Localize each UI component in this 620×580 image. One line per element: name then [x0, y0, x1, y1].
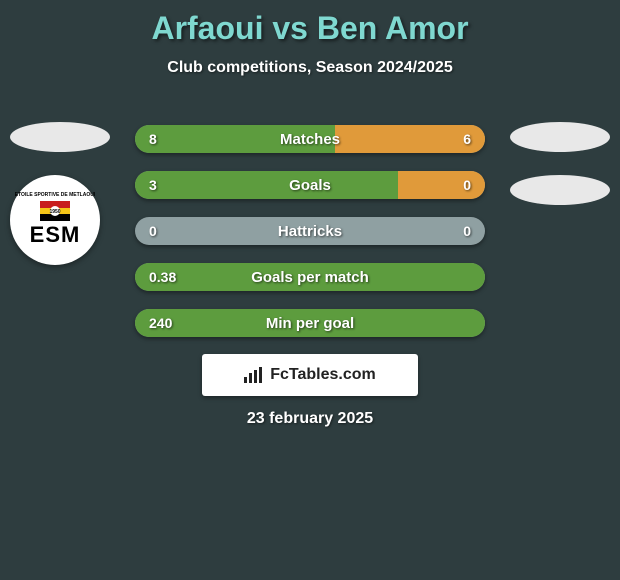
chart-icon — [244, 367, 264, 383]
bar-row: 240Min per goal — [135, 309, 485, 337]
club-left-badge: ETOILE SPORTIVE DE METLAOUI 1950 ESM — [10, 175, 100, 265]
player-left-avatar — [10, 122, 110, 152]
bar-label: Hattricks — [135, 217, 485, 245]
infographic-container: Arfaoui vs Ben Amor Club competitions, S… — [0, 0, 620, 580]
bar-row: 0 0Hattricks — [135, 217, 485, 245]
bar-value-left: 0 — [149, 217, 157, 245]
bar-right-fill — [398, 171, 486, 199]
comparison-bars: 86Matches30Goals00Hattricks0.38Goals per… — [135, 125, 485, 355]
badge-flag: 1950 — [40, 201, 70, 221]
badge-top-text: ETOILE SPORTIVE DE METLAOUI — [15, 193, 95, 199]
bar-row: 86Matches — [135, 125, 485, 153]
bar-value-left: 0.38 — [149, 263, 176, 291]
date-text: 23 february 2025 — [0, 410, 620, 428]
bar-value-right: 0 — [463, 171, 471, 199]
bar-value-left: 3 — [149, 171, 157, 199]
bar-left-fill — [135, 263, 485, 291]
subtitle: Club competitions, Season 2024/2025 — [0, 59, 620, 77]
bar-left-fill — [135, 309, 485, 337]
bar-value-left: 240 — [149, 309, 172, 337]
bar-row: 0.38Goals per match — [135, 263, 485, 291]
player-right-avatar — [510, 122, 610, 152]
page-title: Arfaoui vs Ben Amor — [0, 0, 620, 47]
bar-value-right: 6 — [463, 125, 471, 153]
bar-value-right: 0 — [463, 217, 471, 245]
bar-left-fill — [135, 125, 335, 153]
badge-main-text: ESM — [15, 223, 95, 247]
bar-row: 30Goals — [135, 171, 485, 199]
badge-year: 1950 — [49, 209, 60, 215]
bar-left-fill — [135, 171, 398, 199]
attribution-text: FcTables.com — [270, 366, 376, 384]
club-right-badge — [510, 175, 610, 205]
bar-value-left: 8 — [149, 125, 157, 153]
attribution-box: FcTables.com — [202, 354, 418, 396]
club-left-badge-inner: ETOILE SPORTIVE DE METLAOUI 1950 ESM — [15, 193, 95, 247]
